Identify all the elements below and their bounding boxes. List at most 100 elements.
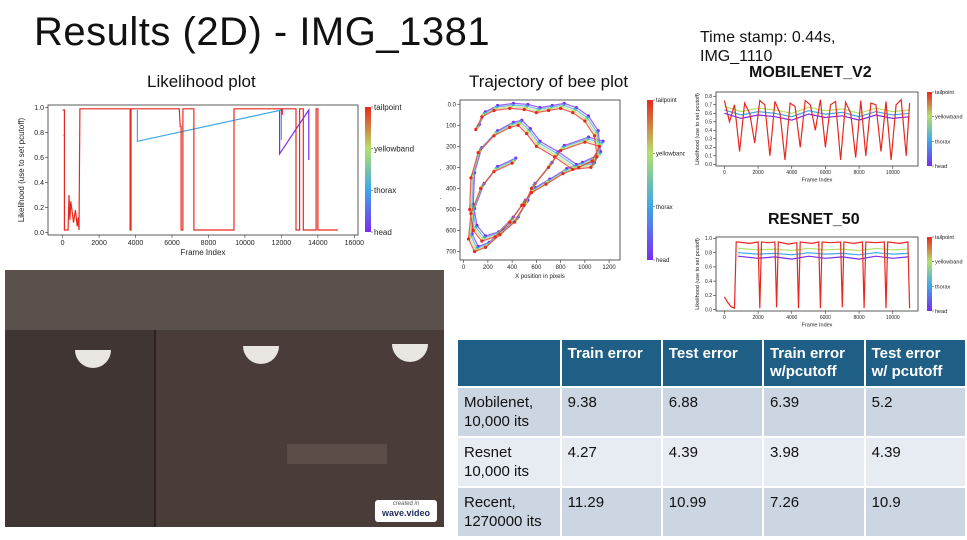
y-tick-label: 0.0 bbox=[705, 162, 712, 168]
timestamp-line-1: Time stamp: 0.44s, bbox=[700, 29, 836, 46]
table-cell: 9.38 bbox=[559, 386, 663, 438]
x-tick-label: 0 bbox=[61, 240, 65, 247]
y-tick-label: 0.1 bbox=[705, 154, 712, 160]
x-tick-label: 6000 bbox=[820, 170, 831, 176]
x-axis-label: Frame Index bbox=[802, 178, 833, 184]
y-tick-label: 0.4 bbox=[705, 128, 712, 134]
error-table: Train error Test error Train error w/pcu… bbox=[456, 338, 967, 538]
x-tick-label: 6000 bbox=[164, 240, 180, 247]
y-tick-label: 0.6 bbox=[705, 111, 712, 117]
table-row: Recent, 1270000 its 11.29 10.99 7.26 10.… bbox=[456, 486, 967, 538]
colorbar-label: thorax bbox=[656, 205, 673, 211]
series-line-head bbox=[724, 112, 910, 121]
x-tick-label: 10000 bbox=[886, 170, 900, 176]
x-tick-label: 2000 bbox=[91, 240, 107, 247]
resnet-plot-title: RESNET_50 bbox=[768, 211, 860, 228]
y-tick-label: 0.2 bbox=[705, 293, 712, 299]
table-cell: 10.99 bbox=[660, 486, 764, 538]
y-tick-label: 0.0 bbox=[705, 307, 712, 313]
x-tick-label: 4000 bbox=[786, 315, 797, 321]
y-axis-label: Likelihood (use to set pcutoff) bbox=[17, 117, 26, 222]
table-cell: 3.98 bbox=[761, 436, 866, 488]
colorbar bbox=[647, 100, 653, 260]
series-line-tailpoint bbox=[723, 98, 911, 161]
resnet-chart: 0 2000 4000 6000 8000 10000 0.0 0.2 0.4 0.6 0.8 1.0… bbox=[695, 235, 963, 329]
x-tick-label: 4000 bbox=[786, 170, 797, 176]
x-tick-label: 2000 bbox=[753, 170, 764, 176]
x-tick-label: 6000 bbox=[820, 315, 831, 321]
y-tick-label: 400 bbox=[446, 187, 457, 193]
table-cell: 5.2 bbox=[863, 386, 967, 438]
ceiling-light bbox=[243, 346, 279, 364]
mobilenet-chart: 0 2000 4000 6000 8000 10000 0.0 0.1 0.2 0.3 0.4 0.5… bbox=[695, 90, 963, 184]
mobilenet-plot-title: MOBILENET_V2 bbox=[749, 64, 872, 81]
table-cell: 7.26 bbox=[761, 486, 866, 538]
y-tick-label: 0.8 bbox=[705, 94, 712, 100]
timestamp-line-2: IMG_1110 bbox=[700, 48, 773, 65]
x-tick-label: 0 bbox=[462, 265, 466, 271]
y-tick-label: 0.8 bbox=[705, 250, 712, 256]
colorbar bbox=[927, 92, 932, 166]
y-tick-label: 300 bbox=[446, 165, 457, 171]
y-tick-label: 500 bbox=[446, 208, 457, 214]
colorbar-label: head bbox=[656, 258, 669, 264]
colorbar-label: head bbox=[935, 309, 947, 315]
video-frame bbox=[5, 270, 444, 527]
colorbar-label: thorax bbox=[935, 284, 951, 290]
plot-frame bbox=[47, 104, 359, 236]
wave-video-watermark: created in wave.video bbox=[375, 500, 437, 522]
colorbar-label: tailpoint bbox=[374, 103, 402, 112]
colorbar-label: yellowband bbox=[374, 144, 414, 153]
trajectory-plot-title: Trajectory of bee plot bbox=[469, 72, 629, 91]
x-tick-label: 0 bbox=[723, 315, 726, 321]
y-tick-label: 600 bbox=[446, 229, 457, 235]
series-line-head bbox=[279, 108, 310, 160]
table-cell: 10.9 bbox=[863, 486, 967, 538]
y-tick-label: 0.0 bbox=[448, 102, 457, 108]
x-tick-label: 8000 bbox=[201, 240, 217, 247]
y-axis-label: Y position in pixels bbox=[440, 155, 442, 205]
series-line-tailpoint bbox=[62, 108, 338, 231]
trajectory-chart: 0 200 400 600 800 1000 1200 0.0 100 200 300 400 500 6… bbox=[440, 98, 685, 280]
colorbar-label: head bbox=[935, 164, 947, 170]
table-row-label: Mobilenet, 10,000 its bbox=[456, 386, 562, 438]
table-row-label: Recent, 1270000 its bbox=[456, 486, 562, 538]
x-tick-label: 400 bbox=[507, 265, 518, 271]
x-tick-label: 0 bbox=[723, 170, 726, 176]
x-tick-label: 10000 bbox=[886, 315, 900, 321]
watermark-small-text: created in bbox=[392, 501, 420, 507]
table-cell: 4.27 bbox=[559, 436, 663, 488]
plot-frame bbox=[715, 91, 919, 167]
y-tick-label: 0.2 bbox=[34, 205, 44, 212]
likelihood-chart: 0 2000 4000 6000 8000 10000 12000 14000 16000 0.0… bbox=[17, 103, 414, 257]
y-tick-label: 0.8 bbox=[34, 130, 44, 137]
y-tick-label: 0.2 bbox=[705, 145, 712, 151]
table-cell: 11.29 bbox=[559, 486, 663, 538]
slide-title: Results (2D) - IMG_1381 bbox=[34, 10, 491, 54]
colorbar-label: tailpoint bbox=[656, 98, 677, 104]
watermark-brand-text: wave.video bbox=[381, 508, 431, 518]
table-cell: 4.39 bbox=[660, 436, 764, 488]
timestamp-text: Time stamp: 0.44s, IMG_1110 bbox=[700, 28, 835, 66]
x-axis-label: Frame Index bbox=[181, 248, 226, 257]
y-axis-label: Likelihood (use to set pcutoff) bbox=[695, 93, 701, 165]
colorbar bbox=[365, 107, 371, 232]
table-row: Mobilenet, 10,000 its 9.38 6.88 6.39 5.2 bbox=[456, 386, 967, 438]
table-header-corner bbox=[456, 338, 562, 388]
table-header-cell: Train error w/pcutoff bbox=[761, 338, 866, 388]
table-row: Resnet 10,000 its 4.27 4.39 3.98 4.39 bbox=[456, 436, 967, 488]
y-tick-label: 0.3 bbox=[705, 137, 712, 143]
y-tick-label: 700 bbox=[446, 250, 457, 256]
trajectory-path-tailpoint bbox=[467, 107, 601, 253]
video-ceiling bbox=[5, 270, 444, 340]
table-cell: 6.88 bbox=[660, 386, 764, 438]
y-tick-label: 0.4 bbox=[34, 180, 44, 187]
x-tick-label: 12000 bbox=[272, 240, 292, 247]
table-header-cell: Test error bbox=[660, 338, 764, 388]
x-axis-label: Frame Index bbox=[802, 323, 833, 329]
y-tick-label: 0.5 bbox=[705, 120, 712, 126]
x-tick-label: 1000 bbox=[578, 265, 592, 271]
colorbar-label: yellowband bbox=[935, 260, 963, 266]
x-tick-label: 8000 bbox=[854, 170, 865, 176]
series-line-tailpoint bbox=[723, 241, 911, 310]
